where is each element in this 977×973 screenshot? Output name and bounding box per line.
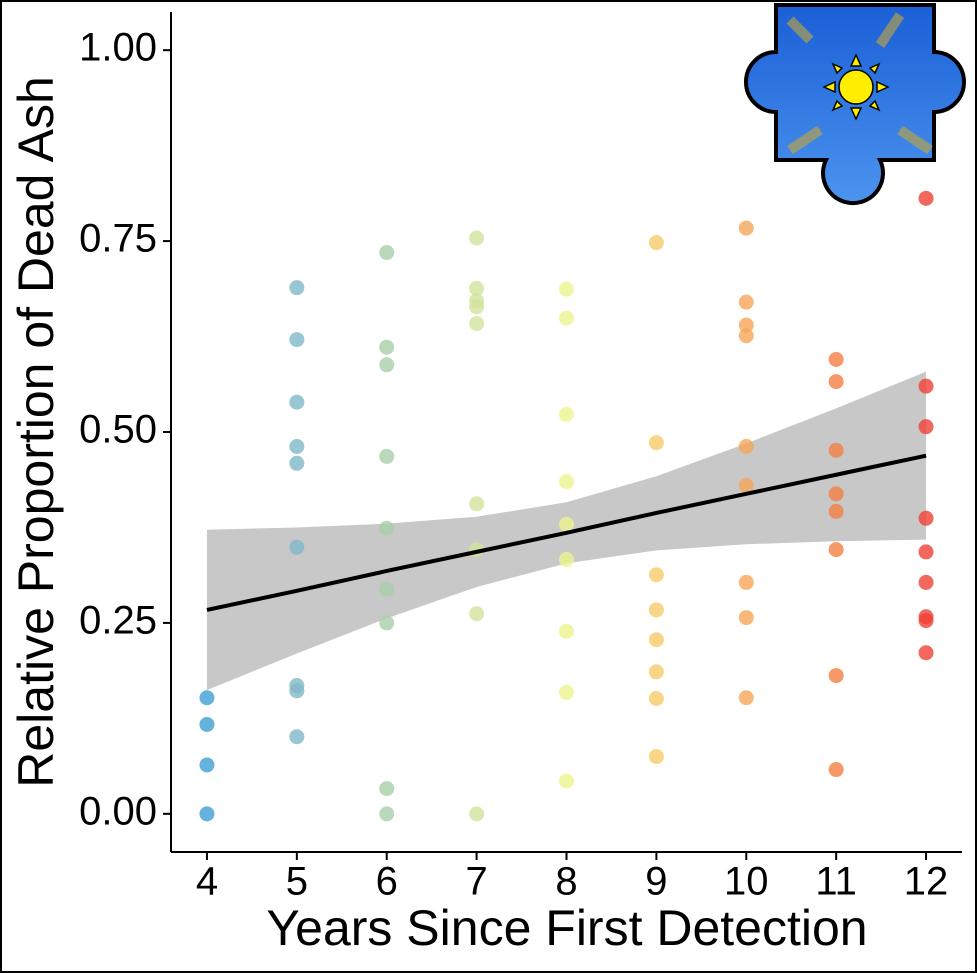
point <box>289 394 305 410</box>
point <box>379 339 395 355</box>
point <box>648 664 664 680</box>
point <box>918 574 934 590</box>
point <box>648 235 664 251</box>
y-tick-label: 1.00 <box>79 26 157 70</box>
point <box>559 310 574 326</box>
point <box>289 332 305 348</box>
point <box>559 406 574 422</box>
point <box>289 280 305 296</box>
point <box>918 645 934 661</box>
point <box>199 690 215 706</box>
point <box>289 439 305 455</box>
point <box>559 773 574 789</box>
point <box>918 190 934 206</box>
icon <box>744 3 966 205</box>
point <box>559 516 574 532</box>
x-tick-label: 4 <box>196 860 218 904</box>
point <box>738 690 754 706</box>
point <box>648 632 664 648</box>
point <box>828 503 844 519</box>
point <box>828 762 844 778</box>
point <box>379 615 395 631</box>
point <box>828 542 844 558</box>
point <box>738 220 754 236</box>
x-tick-label: 8 <box>555 860 577 904</box>
point <box>648 435 664 451</box>
x-tick-label: 6 <box>376 860 398 904</box>
point <box>379 448 395 464</box>
point <box>289 539 305 555</box>
point <box>559 474 574 490</box>
point <box>738 317 754 333</box>
point <box>469 299 485 315</box>
point <box>469 496 485 512</box>
x-tick-label: 10 <box>724 860 769 904</box>
y-axis-title: Relative Proportion of Dead Ash <box>8 76 64 788</box>
point <box>828 351 844 367</box>
point <box>828 442 844 458</box>
point <box>469 230 485 246</box>
y-tick-label: 0.00 <box>79 789 157 833</box>
y-tick-label: 0.75 <box>79 217 157 261</box>
x-tick-label: 9 <box>645 860 667 904</box>
x-tick-label: 12 <box>904 860 949 904</box>
point <box>469 606 485 622</box>
point <box>648 691 664 707</box>
point <box>559 281 574 297</box>
point <box>738 294 754 310</box>
point <box>289 455 305 471</box>
point <box>738 610 754 626</box>
point <box>379 245 395 261</box>
point <box>559 623 574 639</box>
point <box>918 510 934 526</box>
x-tick-label: 7 <box>465 860 487 904</box>
point <box>469 806 485 822</box>
point <box>289 729 305 745</box>
point <box>379 581 395 597</box>
x-axis-title: Years Since First Detection <box>266 900 867 956</box>
point <box>379 520 395 536</box>
x-tick-label: 5 <box>286 860 308 904</box>
point <box>738 477 754 493</box>
point <box>559 684 574 700</box>
point <box>199 716 215 732</box>
point <box>918 613 934 629</box>
point <box>738 439 754 455</box>
point <box>918 544 934 560</box>
point <box>648 567 664 583</box>
y-tick-label: 0.25 <box>79 598 157 642</box>
point <box>379 781 395 797</box>
y-tick-label: 0.50 <box>79 408 157 452</box>
point <box>738 574 754 590</box>
point <box>918 419 934 435</box>
x-tick-label: 11 <box>815 860 857 904</box>
point <box>199 806 215 822</box>
point <box>379 806 395 822</box>
point <box>559 552 574 568</box>
point <box>648 749 664 765</box>
point <box>828 668 844 684</box>
point <box>828 486 844 502</box>
point <box>289 683 305 699</box>
point <box>648 602 664 618</box>
plot-area: 0.00 0.25 0.50 0.75 1.00 4 5 6 7 8 9 10 11 12 <box>79 12 962 904</box>
fit-line <box>206 453 927 612</box>
point <box>469 316 485 332</box>
point <box>379 357 395 373</box>
point <box>918 378 934 394</box>
point <box>738 328 754 344</box>
point <box>199 757 215 773</box>
point <box>469 280 485 296</box>
point <box>828 374 844 390</box>
